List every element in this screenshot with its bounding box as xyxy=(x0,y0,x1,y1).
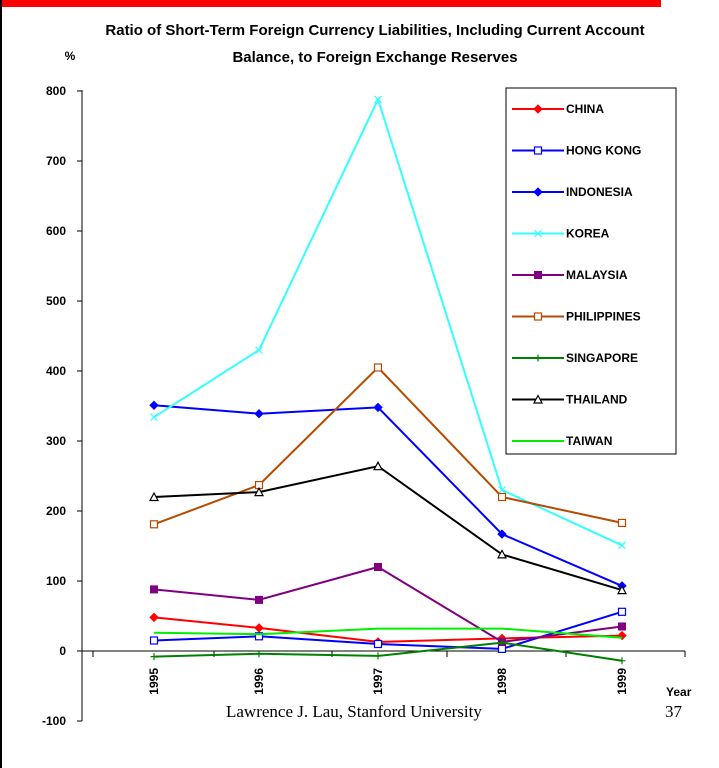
y-tick-label: 700 xyxy=(46,154,66,168)
legend-label: CHINA xyxy=(566,102,604,116)
data-point xyxy=(619,542,626,549)
legend-label: KOREA xyxy=(566,227,610,241)
x-tick-label: 1997 xyxy=(371,668,385,695)
y-tick-label: 0 xyxy=(59,644,66,658)
legend-label: SINGAPORE xyxy=(566,351,638,365)
y-ticks: -100 0 100 200 300 400 500 600 700 800 xyxy=(42,84,82,728)
data-point xyxy=(619,657,626,664)
data-point xyxy=(256,596,263,603)
legend-label: HONG KONG xyxy=(566,144,641,158)
data-point xyxy=(255,410,263,418)
legend-marker xyxy=(535,313,542,320)
data-point xyxy=(256,347,263,354)
x-tick-label: 1998 xyxy=(495,668,509,695)
series-line xyxy=(154,466,622,590)
data-point xyxy=(151,637,158,644)
series-singapore xyxy=(151,639,626,664)
data-point xyxy=(151,586,158,593)
data-point xyxy=(375,364,382,371)
y-tick-label: 500 xyxy=(46,294,66,308)
x-tick-label: 1999 xyxy=(615,668,629,695)
legend-marker xyxy=(535,272,542,279)
x-tick-label: 1995 xyxy=(147,668,161,695)
y-tick-label: 800 xyxy=(46,84,66,98)
footer-credit: Lawrence J. Lau, Stanford University xyxy=(226,702,482,721)
y-tick-label: 600 xyxy=(46,224,66,238)
x-axis-label: Year xyxy=(666,685,692,699)
data-point xyxy=(255,624,263,632)
y-tick-label: 400 xyxy=(46,364,66,378)
series-line xyxy=(154,612,622,649)
data-point xyxy=(151,414,158,421)
legend-label: PHILIPPINES xyxy=(566,310,641,324)
legend-marker xyxy=(535,147,542,154)
legend-label: MALAYSIA xyxy=(566,268,628,282)
chart-title-line2: Balance, to Foreign Exchange Reserves xyxy=(232,49,517,66)
chart-title-line1: Ratio of Short-Term Foreign Currency Lia… xyxy=(105,22,644,39)
data-point xyxy=(375,641,382,648)
data-point xyxy=(151,521,158,528)
legend-label: THAILAND xyxy=(566,393,628,407)
data-point xyxy=(499,645,506,652)
data-point xyxy=(150,613,158,621)
data-point xyxy=(499,494,506,501)
data-point xyxy=(375,564,382,571)
title-accent-bar xyxy=(0,0,661,7)
legend-label: INDONESIA xyxy=(566,185,633,199)
page-number: 37 xyxy=(665,702,683,721)
y-tick-label: 100 xyxy=(46,574,66,588)
data-point xyxy=(151,653,158,660)
data-point xyxy=(619,519,626,526)
y-tick-label: 300 xyxy=(46,434,66,448)
data-point xyxy=(619,623,626,630)
y-tick-label: 200 xyxy=(46,504,66,518)
series-hong-kong xyxy=(151,608,626,652)
data-point xyxy=(375,652,382,659)
series-china xyxy=(150,613,626,646)
series-line xyxy=(154,567,622,642)
y-tick-label: -100 xyxy=(42,714,66,728)
data-point xyxy=(150,401,158,409)
data-point xyxy=(619,608,626,615)
legend-label: TAIWAN xyxy=(566,434,612,448)
y-axis-label: % xyxy=(65,49,76,63)
x-tick-label: 1996 xyxy=(252,668,266,695)
